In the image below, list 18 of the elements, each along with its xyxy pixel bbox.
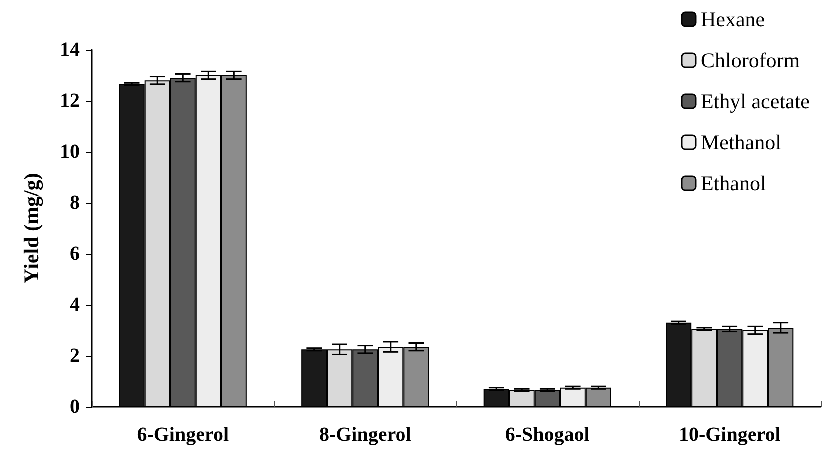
x-tick-label: 10-Gingerol [678,424,782,446]
x-tick-label: 8-Gingerol [319,424,412,446]
y-tick-label: 14 [60,39,80,61]
x-tick-label: 6-Gingerol [137,424,230,446]
x-tick-label: 6-Shogaol [505,424,590,446]
y-tick-label: 8 [70,192,80,214]
y-tick-label: 12 [60,90,80,112]
legend-label: Ethanol [700,172,766,196]
y-axis-title: Yield (mg/g) [20,173,44,284]
y-tick-label: 6 [70,243,80,265]
legend-label: Chloroform [700,48,800,72]
legend-label: Hexane [700,8,766,32]
y-tick-label: 2 [70,345,80,367]
y-tick-label: 0 [70,396,80,418]
legend-label: Methanol [700,130,782,154]
legend-label: Ethyl acetate [700,90,810,114]
y-tick-label: 10 [60,141,80,163]
y-tick-label: 4 [70,294,80,316]
